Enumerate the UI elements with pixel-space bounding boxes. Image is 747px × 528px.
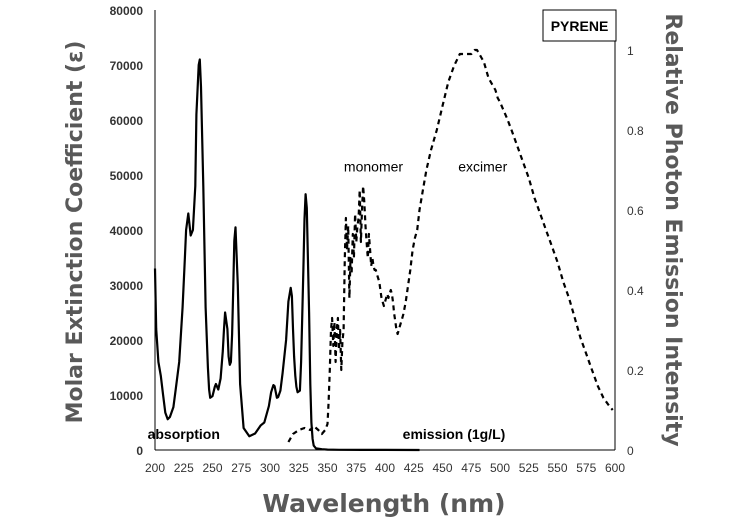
x-tick-label: 375 [346,461,366,475]
x-tick-label: 350 [317,461,337,475]
y-right-tick-label: 0.8 [627,124,644,138]
y-right-tick-label: 0 [627,444,634,458]
y-left-axis-title: Molar Extinction Coefficient (ε) [63,41,88,424]
y-left-tick-label: 0 [136,444,143,458]
x-tick-label: 400 [375,461,395,475]
x-axis-title: Wavelength (nm) [262,489,505,518]
y-left-tick-labels: 0 10000 20000 30000 40000 50000 60000 70000 8000… [110,4,144,458]
x-tick-label: 450 [432,461,452,475]
x-tick-label: 275 [231,461,251,475]
y-left-tick-label: 70000 [110,59,144,73]
series-layer [153,48,614,452]
y-left-tick-label: 20000 [110,334,144,348]
x-tick-label: 550 [547,461,567,475]
y-right-tick-label: 0.4 [627,284,644,298]
emission-series-line [287,48,614,443]
y-left-tick-label: 30000 [110,279,144,293]
annotations: absorption monomer excimer emission (1g/L) [148,158,508,442]
x-tick-label: 425 [404,461,424,475]
x-tick-label: 500 [490,461,510,475]
annotation-label: excimer [458,158,507,174]
y-right-tick-label: 0.6 [627,204,644,218]
y-right-tick-label: 0.2 [627,364,644,378]
y-left-tick-label: 10000 [110,389,144,403]
title-box-frame [542,9,617,42]
x-tick-label: 300 [260,461,280,475]
y-right-tick-label: 1 [627,44,634,58]
y-left-tick-label: 40000 [110,224,144,238]
y-right-axis-title: Relative Photon Emission Intensity [660,13,685,446]
x-tick-label: 225 [174,461,194,475]
y-left-tick-label: 50000 [110,169,144,183]
x-tick-labels: 200 225 250 275 300 325 350 375 400 425 450 475 500 5… [145,461,625,475]
x-tick-label: 575 [576,461,596,475]
y-left-tick-label: 60000 [110,114,144,128]
x-tick-label: 475 [461,461,481,475]
title-box: PYRENE [542,9,617,42]
x-tick-label: 200 [145,461,165,475]
annotation-label: absorption [148,426,220,442]
x-tick-label: 525 [519,461,539,475]
x-tick-label: 325 [289,461,309,475]
y-left-tick-label: 80000 [110,4,144,18]
annotation-label: emission (1g/L) [403,426,506,442]
y-right-tick-labels: 0 0.2 0.4 0.6 0.8 1 [627,44,644,458]
annotation-label: monomer [344,158,403,174]
absorption-series-line [153,58,420,452]
x-tick-label: 600 [605,461,625,475]
x-tick-label: 250 [202,461,222,475]
chart-title: PYRENE [551,18,609,34]
